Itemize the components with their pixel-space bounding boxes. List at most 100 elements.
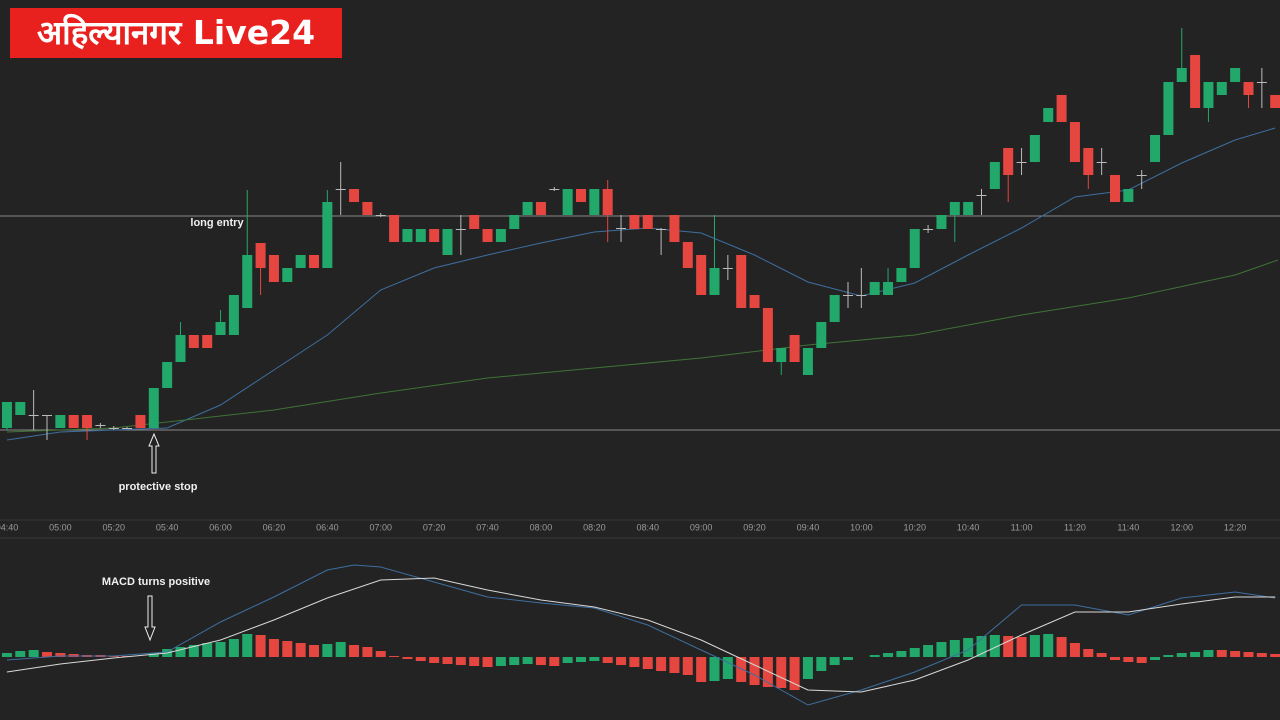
indicator-line xyxy=(6,564,1276,706)
candle-body xyxy=(562,189,573,215)
candle-body xyxy=(389,215,400,242)
candle-body xyxy=(816,322,827,348)
candle-body xyxy=(55,415,66,428)
histogram-bar xyxy=(669,657,680,673)
candle-body xyxy=(282,268,293,282)
candle-body xyxy=(883,282,894,295)
histogram-bar xyxy=(602,657,613,663)
candle-body xyxy=(1,402,12,428)
candle-body xyxy=(749,295,760,308)
histogram-bar xyxy=(816,657,827,671)
histogram-bar xyxy=(629,657,640,667)
candle-body xyxy=(255,243,266,268)
arrow xyxy=(148,432,160,474)
candle-body xyxy=(442,229,453,255)
histogram-bar xyxy=(589,657,600,661)
histogram-bar xyxy=(936,642,947,657)
histogram-bar xyxy=(802,657,813,679)
histogram-bar xyxy=(415,657,426,661)
candle-body xyxy=(1069,122,1080,162)
annotation: MACD turns positive xyxy=(102,576,210,588)
histogram-bar xyxy=(963,638,974,657)
candle-body xyxy=(896,268,907,282)
candle-body xyxy=(736,255,747,308)
candle-body xyxy=(242,255,253,308)
candle-body xyxy=(656,229,667,230)
histogram-bar xyxy=(282,641,293,657)
candle-body xyxy=(1216,82,1227,95)
histogram-bar xyxy=(455,657,466,665)
candle-body xyxy=(642,215,653,229)
candle-body xyxy=(829,295,840,322)
candle-body xyxy=(349,189,360,202)
x-tick-label: 09:00 xyxy=(690,522,713,532)
logo: अहिल्यानगर Live24 xyxy=(10,8,342,58)
candle-body xyxy=(842,295,853,296)
arrow xyxy=(144,595,156,642)
candle-body xyxy=(1056,95,1067,122)
candle-body xyxy=(495,229,506,242)
macd-panel xyxy=(1,564,1280,706)
candle-body xyxy=(335,189,346,190)
candle-body xyxy=(28,415,39,416)
histogram-bar xyxy=(322,644,333,657)
histogram-bar xyxy=(242,634,253,657)
candle-body xyxy=(175,335,186,362)
candle-body xyxy=(1083,148,1094,175)
candle-body xyxy=(1029,135,1040,162)
histogram-bar xyxy=(1150,657,1161,660)
candle-body xyxy=(869,282,880,295)
histogram-bar xyxy=(696,657,707,682)
candle-body xyxy=(268,255,279,282)
histogram-bar xyxy=(1029,635,1040,657)
candle-body xyxy=(976,195,987,196)
candle-body xyxy=(989,162,1000,189)
indicator-line xyxy=(6,259,1279,433)
x-tick-label: 05:40 xyxy=(156,522,179,532)
histogram-bar xyxy=(549,657,560,666)
histogram-bar xyxy=(1069,643,1080,657)
histogram-bar xyxy=(295,643,306,657)
histogram-bar xyxy=(268,639,279,657)
histogram-bar xyxy=(1083,649,1094,657)
candle-body xyxy=(375,215,386,216)
histogram-bar xyxy=(616,657,627,665)
histogram-bar xyxy=(1096,653,1107,657)
candle-body xyxy=(429,229,440,242)
histogram-bar xyxy=(976,636,987,657)
candle-body xyxy=(402,229,413,242)
price-panel: 04:40 05:00 05:20 05:40 06:00 06:20 06:40 07:00… xyxy=(0,28,1280,532)
histogram-bar xyxy=(1043,634,1054,657)
histogram-bar xyxy=(682,657,693,675)
candle-body xyxy=(509,215,520,229)
histogram-bar xyxy=(362,647,373,657)
candle-body xyxy=(802,348,813,375)
x-tick-label: 10:20 xyxy=(903,522,926,532)
indicator-line xyxy=(6,577,1276,693)
histogram-bar xyxy=(228,639,239,657)
candle-body xyxy=(1123,189,1134,202)
candle-body xyxy=(68,415,79,428)
histogram-bar xyxy=(375,651,386,657)
histogram-bar xyxy=(1216,650,1227,657)
histogram-bar xyxy=(215,642,226,657)
histogram-bar xyxy=(202,643,213,657)
x-tick-label: 09:20 xyxy=(743,522,766,532)
histogram-bar xyxy=(989,635,1000,657)
histogram-bar xyxy=(642,657,653,669)
candle-body xyxy=(188,335,199,348)
x-tick-label: 06:20 xyxy=(263,522,286,532)
candle-body xyxy=(629,215,640,229)
histogram-bar xyxy=(55,653,66,657)
histogram-bar xyxy=(1,653,12,657)
candle-body xyxy=(1043,108,1054,122)
candle-body xyxy=(1256,82,1267,83)
candle-body xyxy=(1109,175,1120,202)
histogram-bar xyxy=(1003,636,1014,657)
level-label: protective stop xyxy=(119,481,198,493)
histogram-bar xyxy=(108,656,119,657)
candle-body xyxy=(535,202,546,215)
x-tick-label: 11:40 xyxy=(1117,522,1139,532)
histogram-bar xyxy=(402,657,413,659)
x-tick-label: 05:00 xyxy=(49,522,72,532)
